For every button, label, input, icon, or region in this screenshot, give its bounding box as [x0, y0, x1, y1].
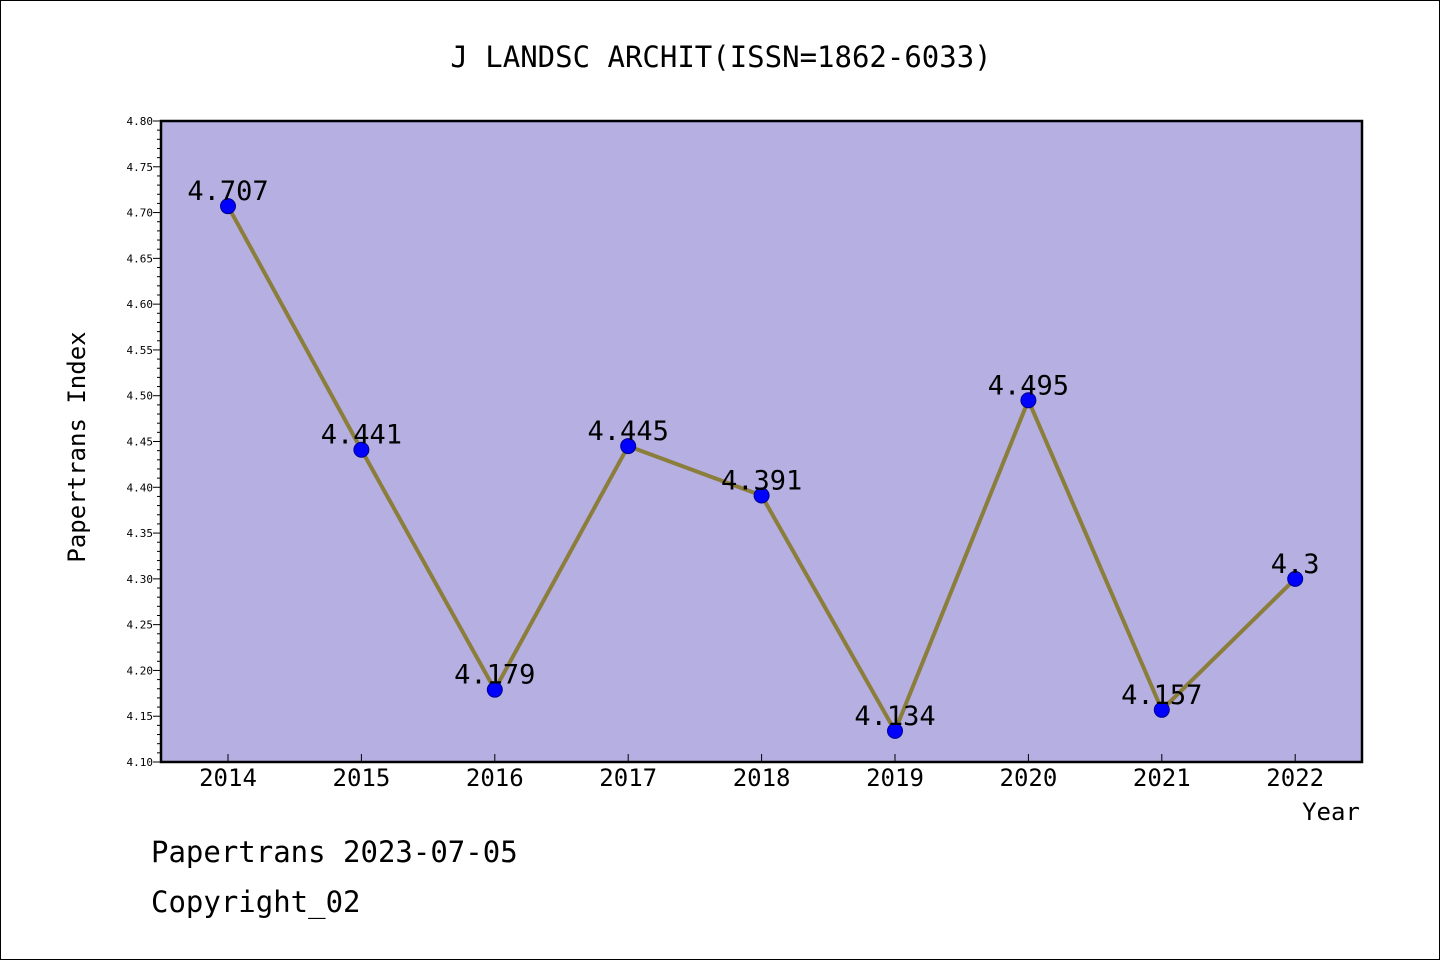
data-point [620, 438, 637, 455]
data-label: 4.3 [1271, 549, 1320, 580]
y-tick-label: 4.65 [127, 252, 154, 265]
data-label: 4.445 [588, 416, 669, 447]
data-label: 4.179 [454, 660, 535, 691]
y-tick-label: 4.55 [127, 344, 154, 357]
y-tick-label: 4.80 [127, 115, 154, 128]
y-tick-label: 4.25 [127, 619, 154, 632]
y-tick-label: 4.45 [127, 436, 154, 449]
footer-date-text: Papertrans 2023-07-05 [151, 835, 518, 869]
data-label: 4.495 [988, 370, 1069, 401]
y-tick-label: 4.10 [127, 756, 154, 769]
x-tick-label: 2022 [1266, 764, 1324, 792]
x-axis-ticks: 2014 2015 2016 2017 2018 2019 2020 2021 2022 [199, 754, 1324, 792]
y-tick-label: 4.20 [127, 664, 154, 677]
data-point [353, 441, 370, 458]
footer-copyright-text: Copyright_02 [151, 885, 361, 919]
data-point [220, 198, 236, 215]
data-label: 4.707 [187, 176, 268, 207]
data-label: 4.157 [1121, 680, 1202, 711]
data-point [887, 722, 903, 739]
data-label: 4.391 [721, 466, 802, 497]
data-point [753, 487, 770, 504]
data-point [1020, 392, 1037, 409]
y-tick-label: 4.60 [127, 298, 154, 311]
y-axis-ticks: 4.10 4.15 4.20 4.25 4.30 4.35 4.40 4.45 4.50 4.55… [127, 115, 161, 769]
y-tick-label: 4.15 [127, 710, 154, 723]
chart-title: J LANDSC ARCHIT(ISSN=1862-6033) [450, 40, 991, 74]
x-tick-label: 2015 [333, 764, 391, 792]
x-tick-label: 2018 [733, 764, 791, 792]
series-group: 4.707 4.441 4.179 4.445 4.391 4.134 4.495 4.157… [187, 176, 1320, 739]
x-tick-label: 2016 [466, 764, 524, 792]
x-tick-label: 2021 [1133, 764, 1191, 792]
data-point [486, 681, 503, 698]
data-point [1287, 570, 1304, 587]
x-axis-label: Year [1302, 798, 1360, 826]
plot-area [159, 119, 1364, 764]
x-tick-label: 2019 [866, 764, 924, 792]
data-label: 4.134 [854, 701, 935, 732]
y-tick-label: 4.70 [127, 207, 154, 220]
y-axis-label: Papertrans Index [63, 331, 91, 562]
x-tick-label: 2014 [199, 764, 257, 792]
x-tick-label: 2017 [599, 764, 657, 792]
y-tick-label: 4.50 [127, 390, 154, 403]
data-label: 4.441 [321, 420, 402, 451]
y-tick-label: 4.35 [127, 527, 154, 540]
data-point [1153, 701, 1170, 718]
x-tick-label: 2020 [1000, 764, 1058, 792]
y-tick-label: 4.40 [127, 481, 154, 494]
y-tick-label: 4.75 [127, 161, 154, 174]
y-tick-label: 4.30 [127, 573, 154, 586]
